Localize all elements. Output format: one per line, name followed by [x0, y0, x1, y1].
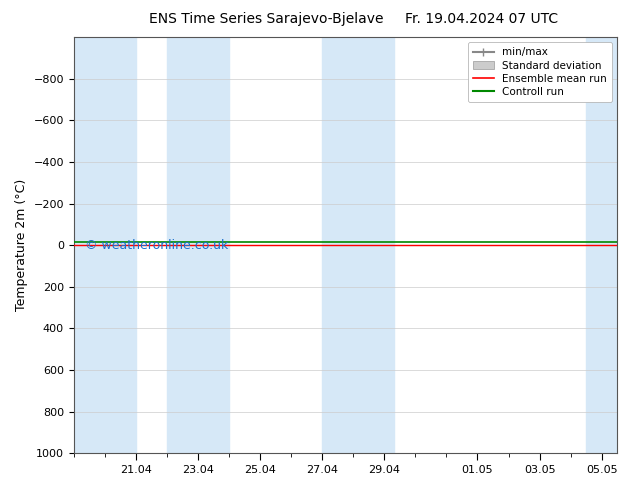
Y-axis label: Temperature 2m (°C): Temperature 2m (°C)	[15, 179, 28, 311]
Bar	[322, 37, 394, 453]
Text: © weatheronline.co.uk: © weatheronline.co.uk	[85, 239, 228, 252]
Bar	[74, 37, 136, 453]
Bar	[167, 37, 229, 453]
Text: Fr. 19.04.2024 07 UTC: Fr. 19.04.2024 07 UTC	[405, 12, 559, 26]
Text: ENS Time Series Sarajevo-Bjelave: ENS Time Series Sarajevo-Bjelave	[149, 12, 384, 26]
Legend: min/max, Standard deviation, Ensemble mean run, Controll run: min/max, Standard deviation, Ensemble me…	[468, 42, 612, 102]
Bar	[586, 37, 618, 453]
